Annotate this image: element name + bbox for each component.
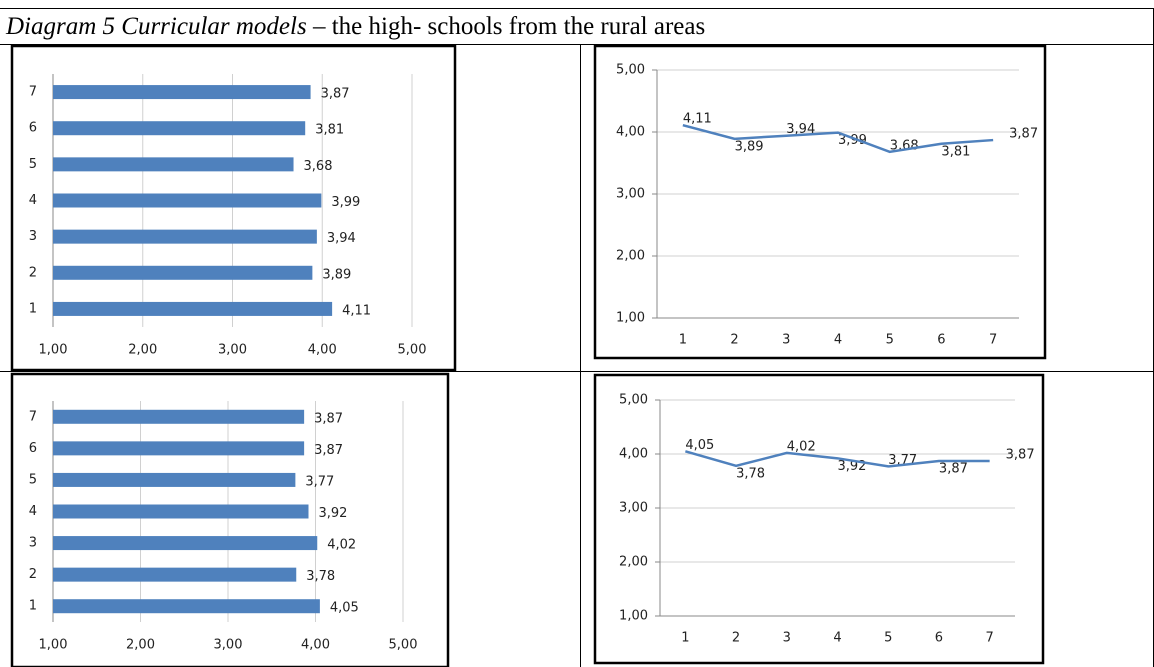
value-label: 3,99 — [331, 195, 360, 210]
y-tick-label: 5,00 — [619, 393, 648, 408]
bar — [53, 567, 297, 582]
bar — [53, 409, 305, 424]
x-tick-label: 7 — [986, 631, 994, 646]
y-tick-label: 2,00 — [616, 249, 645, 264]
line — [685, 450, 990, 468]
value-label: 3,78 — [306, 569, 335, 584]
y-tick-label: 5 — [29, 157, 37, 172]
y-tick-label: 1 — [29, 599, 37, 614]
y-tick-label: 7 — [29, 85, 37, 100]
x-tick-label: 3,00 — [218, 343, 247, 358]
value-label: 3,87 — [314, 443, 343, 458]
y-tick-label: 6 — [29, 441, 37, 456]
value-label: 3,92 — [319, 506, 348, 521]
x-tick-label: 1,00 — [39, 638, 68, 653]
y-tick-label: 3,00 — [616, 187, 645, 202]
bar — [53, 301, 333, 316]
bar — [53, 121, 306, 136]
y-tick-label: 1,00 — [619, 609, 648, 624]
bar — [53, 504, 309, 519]
caption: Diagram 5 Curricular models – the high- … — [5, 13, 705, 40]
y-tick-label: 2 — [29, 265, 37, 280]
x-tick-label: 5 — [884, 631, 892, 646]
value-label: 4,11 — [342, 303, 371, 318]
chart-frames — [10, 44, 1047, 667]
x-tick-label: 4,00 — [301, 638, 330, 653]
value-label: 3,89 — [322, 267, 351, 282]
x-tick-label: 2 — [732, 631, 740, 646]
value-label: 3,68 — [304, 159, 333, 174]
value-label: 3,89 — [735, 139, 764, 154]
y-tick-label: 5,00 — [616, 63, 645, 78]
y-tick-label: 2 — [29, 567, 37, 582]
caption-text: – the high- schools from the rural areas — [312, 13, 705, 40]
x-tick-label: 4 — [833, 631, 841, 646]
bar — [53, 441, 305, 456]
x-tick-label: 3,00 — [214, 638, 243, 653]
value-label: 3,87 — [314, 411, 343, 426]
value-label: 3,81 — [315, 123, 344, 138]
x-tick-label: 1,00 — [39, 343, 68, 358]
y-tick-label: 1,00 — [616, 311, 645, 326]
y-tick-label: 4 — [29, 193, 37, 208]
value-label: 4,02 — [787, 439, 816, 454]
bar — [53, 85, 311, 100]
line — [682, 123, 994, 154]
x-tick-label: 3 — [782, 333, 790, 348]
x-tick-label: 4,00 — [308, 343, 337, 358]
value-label: 4,05 — [685, 438, 714, 453]
y-tick-label: 1 — [29, 301, 37, 316]
value-label: 4,05 — [330, 601, 359, 616]
value-label: 3,87 — [1009, 127, 1038, 142]
value-label: 3,87 — [321, 87, 350, 102]
x-tick-label: 4 — [834, 333, 842, 348]
bar — [53, 157, 294, 172]
bar — [53, 536, 318, 551]
x-tick-label: 5,00 — [389, 638, 418, 653]
y-tick-label: 3 — [29, 229, 37, 244]
value-label: 3,78 — [736, 466, 765, 481]
y-tick-label: 5 — [29, 472, 37, 487]
x-tick-label: 2 — [730, 333, 738, 348]
y-tick-label: 2,00 — [619, 555, 648, 570]
y-tick-label: 4,00 — [619, 447, 648, 462]
value-label: 3,94 — [327, 231, 356, 246]
x-tick-label: 5 — [886, 333, 894, 348]
bar — [53, 193, 322, 208]
x-tick-label: 7 — [989, 333, 997, 348]
value-label: 4,11 — [683, 112, 712, 127]
y-tick-label: 3 — [29, 536, 37, 551]
value-label: 3,77 — [305, 474, 334, 489]
x-tick-label: 1 — [679, 333, 687, 348]
bar — [53, 265, 313, 280]
bar — [53, 472, 296, 487]
x-tick-label: 2,00 — [128, 343, 157, 358]
x-tick-label: 5,00 — [398, 343, 427, 358]
y-tick-label: 7 — [29, 409, 37, 424]
y-tick-label: 4 — [29, 504, 37, 519]
x-tick-label: 1 — [681, 631, 689, 646]
y-tick-label: 6 — [29, 121, 37, 136]
value-label: 3,87 — [1006, 448, 1035, 463]
caption-label: Diagram 5 Curricular models — [5, 13, 307, 40]
x-tick-label: 3 — [783, 631, 791, 646]
value-label: 3,99 — [838, 133, 867, 148]
x-tick-label: 6 — [935, 631, 943, 646]
x-tick-label: 2,00 — [126, 638, 155, 653]
value-label: 3,81 — [941, 144, 970, 159]
bar — [53, 599, 320, 614]
value-label: 3,87 — [939, 462, 968, 477]
value-label: 4,02 — [327, 538, 356, 553]
y-tick-label: 4,00 — [616, 125, 645, 140]
x-tick-label: 6 — [937, 333, 945, 348]
y-tick-label: 3,00 — [619, 501, 648, 516]
bar — [53, 229, 317, 244]
